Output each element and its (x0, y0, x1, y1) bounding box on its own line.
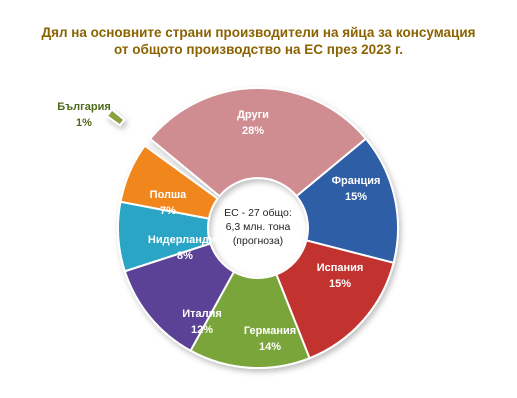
slice-name-label-2: Испания (317, 262, 364, 274)
slice-3 (189, 270, 311, 369)
chart-title-line-2: от общото производство на ЕС през 2023 г… (114, 42, 403, 57)
slice-value-label-1: 15% (345, 191, 367, 203)
center-label-line-1: ЕС - 27 общо: (224, 207, 292, 219)
slice-name-label-1: Франция (332, 175, 381, 187)
slice-0 (148, 87, 368, 198)
slice-value-label-0: 28% (242, 125, 264, 137)
chart-title: Дял на основните страни производители на… (0, 24, 517, 58)
slice-value-label-7: 1% (76, 117, 92, 129)
slice-value-label-2: 15% (329, 278, 351, 290)
center-label-line-2: 6,3 млн. тона (226, 221, 291, 233)
slice-2 (275, 239, 395, 360)
slice-name-label-3: Германия (244, 325, 296, 337)
center-label-line-3: (прогноза) (233, 235, 283, 247)
slice-7 (105, 108, 126, 127)
slice-name-label-4: Италия (182, 308, 222, 320)
slice-name-label-7: България (57, 101, 111, 113)
slice-6 (119, 144, 219, 220)
slice-name-label-5: Нидерландия (148, 234, 222, 246)
slice-value-label-6: 7% (160, 205, 176, 217)
slice-name-label-6: Полша (150, 189, 188, 201)
slice-1 (295, 137, 399, 265)
slice-value-label-4: 12% (191, 324, 213, 336)
slice-value-label-5: 8% (177, 250, 193, 262)
chart-title-line-1: Дял на основните страни производители на… (41, 25, 476, 40)
slice-value-label-3: 14% (259, 341, 281, 353)
slice-name-label-0: Други (237, 109, 269, 121)
